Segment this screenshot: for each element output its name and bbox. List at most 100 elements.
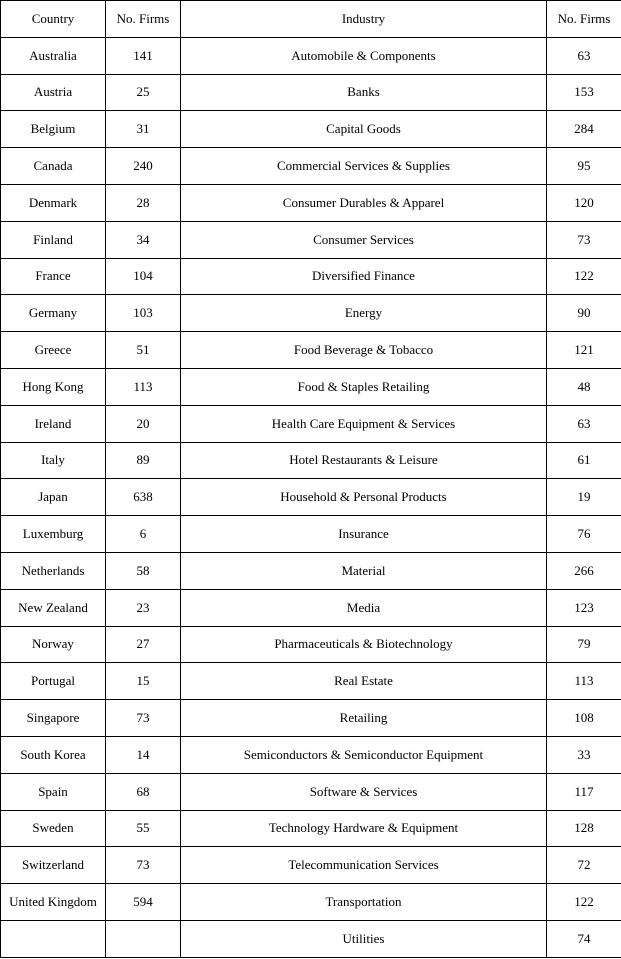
cell-industry: Technology Hardware & Equipment xyxy=(181,810,547,847)
table-row: Sweden55Technology Hardware & Equipment1… xyxy=(1,810,621,847)
cell-firms1: 23 xyxy=(106,589,181,626)
table-row: South Korea14Semiconductors & Semiconduc… xyxy=(1,736,621,773)
cell-country: Japan xyxy=(1,479,106,516)
cell-firms2: 117 xyxy=(547,773,621,810)
table-row: Denmark28Consumer Durables & Apparel120 xyxy=(1,184,621,221)
table-row: Switzerland73Telecommunication Services7… xyxy=(1,847,621,884)
cell-firms2: 122 xyxy=(547,258,621,295)
cell-firms2: 121 xyxy=(547,332,621,369)
cell-firms1: 34 xyxy=(106,221,181,258)
cell-firms1: 103 xyxy=(106,295,181,332)
cell-country: New Zealand xyxy=(1,589,106,626)
cell-firms2: 63 xyxy=(547,37,621,74)
cell-industry: Software & Services xyxy=(181,773,547,810)
table-row: Hong Kong113Food & Staples Retailing48 xyxy=(1,368,621,405)
cell-country: France xyxy=(1,258,106,295)
table-row: Luxemburg6Insurance76 xyxy=(1,516,621,553)
cell-firms2: 72 xyxy=(547,847,621,884)
cell-firms2: 122 xyxy=(547,884,621,921)
table-row: Australia141Automobile & Components63 xyxy=(1,37,621,74)
cell-firms1: 104 xyxy=(106,258,181,295)
cell-firms1: 27 xyxy=(106,626,181,663)
table-row: Germany103Energy90 xyxy=(1,295,621,332)
table-row: France104Diversified Finance122 xyxy=(1,258,621,295)
cell-firms2: 19 xyxy=(547,479,621,516)
cell-firms2: 153 xyxy=(547,74,621,111)
cell-country: Switzerland xyxy=(1,847,106,884)
cell-country: Germany xyxy=(1,295,106,332)
table-row: Norway27Pharmaceuticals & Biotechnology7… xyxy=(1,626,621,663)
cell-firms1: 68 xyxy=(106,773,181,810)
cell-country: United Kingdom xyxy=(1,884,106,921)
cell-firms1: 51 xyxy=(106,332,181,369)
cell-country: Denmark xyxy=(1,184,106,221)
cell-country: Belgium xyxy=(1,111,106,148)
header-firms2: No. Firms xyxy=(547,1,621,38)
cell-firms2: 123 xyxy=(547,589,621,626)
cell-firms2: 113 xyxy=(547,663,621,700)
table-header-row: Country No. Firms Industry No. Firms xyxy=(1,1,621,38)
cell-industry: Insurance xyxy=(181,516,547,553)
cell-industry: Food & Staples Retailing xyxy=(181,368,547,405)
cell-country: Luxemburg xyxy=(1,516,106,553)
cell-firms2: 120 xyxy=(547,184,621,221)
cell-firms1: 89 xyxy=(106,442,181,479)
cell-country: Austria xyxy=(1,74,106,111)
cell-firms1: 638 xyxy=(106,479,181,516)
cell-industry: Telecommunication Services xyxy=(181,847,547,884)
cell-industry: Household & Personal Products xyxy=(181,479,547,516)
table-row: Singapore73Retailing108 xyxy=(1,700,621,737)
cell-firms1: 31 xyxy=(106,111,181,148)
cell-industry: Real Estate xyxy=(181,663,547,700)
cell-country: Portugal xyxy=(1,663,106,700)
cell-industry: Material xyxy=(181,552,547,589)
cell-firms2: 73 xyxy=(547,221,621,258)
table-row: Portugal15Real Estate113 xyxy=(1,663,621,700)
table-row: Canada240Commercial Services & Supplies9… xyxy=(1,148,621,185)
cell-country: Hong Kong xyxy=(1,368,106,405)
cell-firms2: 33 xyxy=(547,736,621,773)
cell-firms2: 79 xyxy=(547,626,621,663)
cell-country: Norway xyxy=(1,626,106,663)
cell-firms1: 25 xyxy=(106,74,181,111)
cell-industry: Consumer Durables & Apparel xyxy=(181,184,547,221)
table-row: Belgium31Capital Goods284 xyxy=(1,111,621,148)
cell-industry: Energy xyxy=(181,295,547,332)
cell-firms1: 14 xyxy=(106,736,181,773)
cell-firms2: 128 xyxy=(547,810,621,847)
cell-country: Sweden xyxy=(1,810,106,847)
cell-country: Australia xyxy=(1,37,106,74)
cell-industry: Consumer Services xyxy=(181,221,547,258)
cell-firms2: 74 xyxy=(547,920,621,957)
cell-industry: Diversified Finance xyxy=(181,258,547,295)
cell-firms1: 55 xyxy=(106,810,181,847)
table-row: Italy89Hotel Restaurants & Leisure61 xyxy=(1,442,621,479)
cell-firms1: 73 xyxy=(106,847,181,884)
cell-industry: Automobile & Components xyxy=(181,37,547,74)
cell-industry: Media xyxy=(181,589,547,626)
header-country: Country xyxy=(1,1,106,38)
table-body: Country No. Firms Industry No. Firms Aus… xyxy=(1,1,621,958)
cell-firms1: 28 xyxy=(106,184,181,221)
header-industry: Industry xyxy=(181,1,547,38)
firms-table: Country No. Firms Industry No. Firms Aus… xyxy=(0,0,621,958)
cell-country: Singapore xyxy=(1,700,106,737)
cell-firms1: 6 xyxy=(106,516,181,553)
cell-country: Canada xyxy=(1,148,106,185)
table-row: United Kingdom594Transportation122 xyxy=(1,884,621,921)
cell-firms2: 63 xyxy=(547,405,621,442)
cell-firms1: 240 xyxy=(106,148,181,185)
cell-firms1: 58 xyxy=(106,552,181,589)
cell-firms2: 90 xyxy=(547,295,621,332)
cell-industry: Transportation xyxy=(181,884,547,921)
cell-industry: Utilities xyxy=(181,920,547,957)
cell-country: Italy xyxy=(1,442,106,479)
cell-industry: Capital Goods xyxy=(181,111,547,148)
cell-country: Spain xyxy=(1,773,106,810)
cell-firms2: 76 xyxy=(547,516,621,553)
cell-country: Netherlands xyxy=(1,552,106,589)
cell-industry: Banks xyxy=(181,74,547,111)
cell-firms1: 20 xyxy=(106,405,181,442)
table-row: New Zealand23Media123 xyxy=(1,589,621,626)
table-row: Spain68Software & Services117 xyxy=(1,773,621,810)
